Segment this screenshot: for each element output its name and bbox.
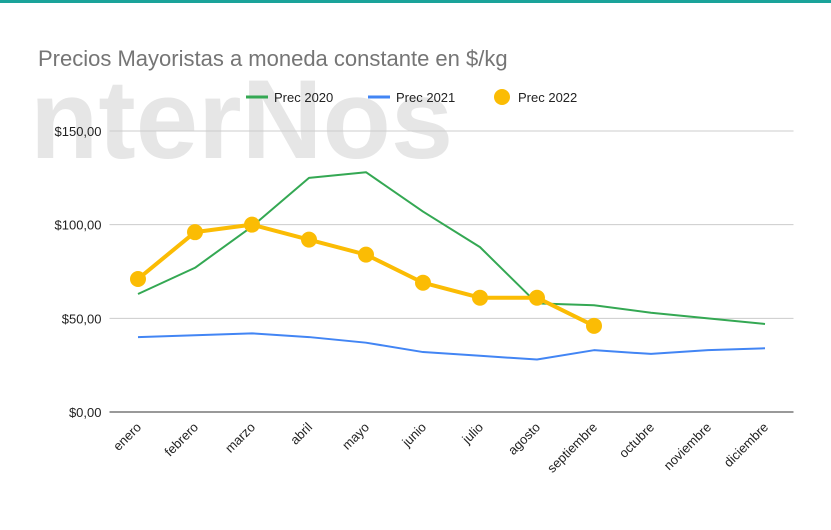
chart-title: Precios Mayoristas a moneda constante en… xyxy=(38,46,508,71)
data-point xyxy=(244,216,260,233)
data-point xyxy=(529,289,545,306)
legend-marker xyxy=(494,89,510,105)
legend-label: Prec 2021 xyxy=(396,90,455,105)
y-tick-label: $150,00 xyxy=(55,124,102,139)
data-point xyxy=(301,231,317,248)
data-point xyxy=(415,274,431,291)
watermark: nterNos xyxy=(30,57,453,182)
data-point xyxy=(130,270,146,287)
data-point xyxy=(586,317,602,334)
legend-label: Prec 2022 xyxy=(518,90,577,105)
data-point xyxy=(187,224,203,241)
series-line xyxy=(137,332,766,361)
series-line xyxy=(137,171,766,325)
data-point xyxy=(358,246,374,263)
y-tick-label: $50,00 xyxy=(62,311,102,326)
y-tick-label: $0,00 xyxy=(69,405,102,420)
legend-label: Prec 2020 xyxy=(274,90,333,105)
data-point xyxy=(472,289,488,306)
y-tick-label: $100,00 xyxy=(55,218,102,233)
